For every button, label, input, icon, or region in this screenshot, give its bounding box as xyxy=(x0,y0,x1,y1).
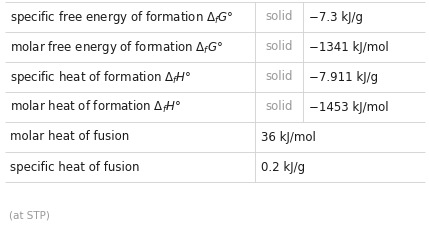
Text: specific free energy of formation $\Delta_f G°$: specific free energy of formation $\Delt… xyxy=(10,8,233,25)
Text: 0.2 kJ/g: 0.2 kJ/g xyxy=(261,161,305,174)
Text: molar heat of fusion: molar heat of fusion xyxy=(10,131,129,144)
Text: 36 kJ/mol: 36 kJ/mol xyxy=(261,131,316,144)
Text: −1453 kJ/mol: −1453 kJ/mol xyxy=(309,101,389,114)
Text: solid: solid xyxy=(265,101,293,114)
Text: −7.911 kJ/g: −7.911 kJ/g xyxy=(309,71,378,84)
Text: −1341 kJ/mol: −1341 kJ/mol xyxy=(309,41,389,54)
Text: specific heat of fusion: specific heat of fusion xyxy=(10,161,139,174)
Text: (at STP): (at STP) xyxy=(9,210,50,220)
Text: −7.3 kJ/g: −7.3 kJ/g xyxy=(309,11,363,24)
Text: solid: solid xyxy=(265,41,293,54)
Text: molar free energy of formation $\Delta_f G°$: molar free energy of formation $\Delta_f… xyxy=(10,38,223,55)
Text: solid: solid xyxy=(265,11,293,24)
Text: molar heat of formation $\Delta_f H°$: molar heat of formation $\Delta_f H°$ xyxy=(10,99,181,115)
Text: specific heat of formation $\Delta_f H°$: specific heat of formation $\Delta_f H°$ xyxy=(10,68,191,85)
Text: solid: solid xyxy=(265,71,293,84)
